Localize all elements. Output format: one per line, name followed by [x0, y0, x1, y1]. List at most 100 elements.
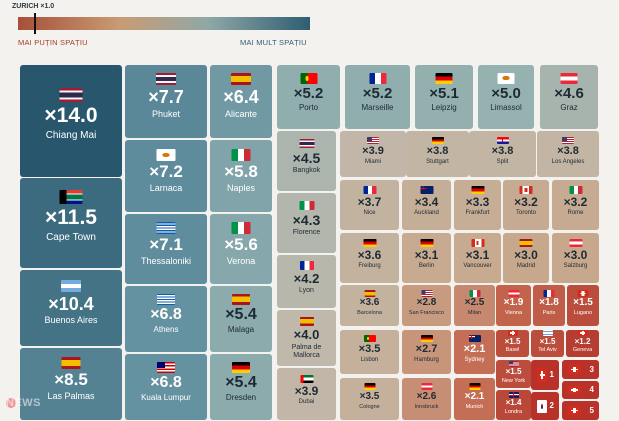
tile-value-label: ×4.2 [293, 271, 320, 286]
treemap-tile: ×3.0 Salzburg [552, 233, 599, 283]
tile-value-label: ×3.1 [414, 248, 439, 262]
tile-value-label: ×5.4 [225, 374, 257, 391]
treemap-tile: ×3.7 Nice [340, 180, 399, 230]
flag-de-icon [471, 186, 484, 194]
tile-city-label: Dresden [225, 393, 257, 402]
tile-value-label: ×3.8 [557, 145, 579, 157]
flag-us-icon [421, 290, 432, 297]
tile-city-label: Cape Town [46, 232, 96, 243]
tile-value-label: ×8.5 [54, 370, 88, 389]
treemap-tile: ×3.1 Berlin [402, 233, 451, 283]
tile-value-label: ×3.8 [426, 145, 449, 157]
tile-city-label: Los Angeles [551, 159, 585, 165]
flag-it-icon [231, 222, 251, 234]
tile-value-label: ×5.4 [225, 306, 257, 323]
flag-fr-icon [363, 186, 376, 194]
tile-value-label: 1 [549, 370, 554, 379]
tile-value-label: ×3.0 [514, 248, 538, 262]
tile-value-label: ×2.6 [416, 391, 437, 402]
tile-city-label: Graz [560, 103, 578, 112]
legend-reference-label: ZURICH ×1.0 [12, 3, 55, 10]
tile-city-label: Innsbruck [414, 404, 439, 410]
treemap-tile: ×1.9 Vienna [496, 285, 531, 326]
tile-city-label: Phuket [151, 109, 181, 119]
color-legend: ZURICH ×1.0 MAI PUȚIN SPAȚIU MAI MULT SP… [0, 0, 619, 56]
treemap-tile: ×1.5 Basel [496, 330, 529, 357]
treemap-tile: ×2.8 San Francisco [402, 285, 451, 326]
tile-city-label: Londra [504, 409, 523, 415]
treemap-tile: ×5.1 Leipzig [415, 65, 473, 129]
treemap-tile: ×3.0 Madrid [503, 233, 549, 283]
treemap-tile: ×5.4 Malaga [210, 286, 272, 352]
treemap-tile: ×7.2 Larnaca [125, 140, 207, 212]
treemap-tile: ×14.0 Chiang Mai [20, 65, 122, 177]
tile-city-label: Florence [292, 229, 321, 236]
tile-city-label: Munich [465, 404, 484, 410]
treemap-tile: ×3.2 Rome [552, 180, 599, 230]
tile-city-label: Marseille [361, 103, 394, 112]
treemap-tile: ×7.7 Phuket [125, 65, 207, 138]
tile-city-label: Porto [298, 103, 319, 112]
flag-ca-icon [519, 186, 533, 194]
treemap-tile: ×4.6 Graz [540, 65, 598, 129]
tile-city-label: Salzburg [563, 263, 588, 269]
tile-value-label: ×5.1 [429, 85, 459, 102]
flag-ch-icon [577, 330, 588, 336]
treemap-tile: ×3.1 Vancouver [454, 233, 501, 283]
tile-value-label: ×11.5 [45, 206, 97, 229]
treemap-tile: ×3.3 Frankfurt [454, 180, 501, 230]
tile-value-label: ×2.1 [464, 391, 485, 402]
flag-at-icon [569, 239, 582, 247]
tile-value-label: ×5.6 [224, 235, 258, 254]
flag-de-icon [435, 73, 453, 84]
flag-ar-icon [61, 280, 81, 292]
tile-value-label: ×3.8 [491, 145, 514, 157]
treemap-tile: ×1.2 Geneva [566, 330, 599, 357]
tile-city-label: Verona [226, 256, 256, 266]
flag-za-icon [59, 190, 83, 204]
tile-city-label: Limassol [490, 103, 522, 112]
tile-value-label: ×3.5 [358, 343, 381, 355]
flag-gr-icon [157, 294, 175, 305]
flag-ca-icon [471, 239, 484, 247]
tile-value-label: ×3.2 [563, 195, 588, 209]
tile-value-label: ×5.2 [362, 85, 393, 102]
tile-city-label: Stuttgart [426, 159, 449, 165]
flag-it-icon [299, 201, 314, 210]
tile-city-label: Auckland [414, 210, 439, 216]
flag-de-icon [363, 239, 376, 247]
flag-pt-icon [363, 335, 376, 342]
treemap-tile: ×3.6 Barcelona [340, 285, 399, 326]
treemap-tile: ×5.2 Marseille [345, 65, 410, 129]
treemap-tile: ×3.5 Cologne [340, 378, 399, 420]
flag-gb-icon [508, 392, 519, 398]
flag-es-icon [231, 73, 251, 85]
flag-ch-icon [568, 386, 581, 394]
flag-pt-icon [300, 73, 317, 84]
treemap-tile: ×10.4 Buenos Aires [20, 270, 122, 346]
treemap-tile: ×1.5 Tel Aviv [531, 330, 564, 357]
tile-value-label: ×7.1 [149, 235, 183, 254]
tile-value-label: ×1.5 [539, 337, 556, 346]
tile-city-label: Larnaca [149, 183, 183, 193]
flag-au-icon [468, 335, 481, 342]
tile-value-label: ×3.2 [514, 195, 538, 209]
treemap-tile: ×3.6 Freiburg [340, 233, 399, 283]
tile-city-label: Tel Aviv [538, 347, 557, 353]
tile-value-label: ×3.9 [294, 384, 319, 398]
treemap-tile: ×4.5 Bangkok [277, 131, 336, 191]
tile-value-label: ×3.7 [357, 195, 382, 209]
treemap-tile: ×5.4 Dresden [210, 354, 272, 420]
flag-at-icon [508, 290, 519, 297]
treemap-tile: ×1.5 New York [496, 360, 531, 388]
tile-city-label: Madrid [516, 263, 536, 269]
flag-us-icon [508, 361, 519, 367]
treemap-tile: 2 [531, 392, 559, 420]
tile-value-label: ×6.4 [223, 87, 259, 107]
tile-city-label: Malaga [227, 325, 255, 334]
treemap-tile: 5 [562, 401, 599, 420]
tile-city-label: Palma de Mallorca [291, 344, 322, 359]
tile-city-label: Bangkok [292, 167, 321, 174]
tile-city-label: Cologne [359, 404, 380, 410]
